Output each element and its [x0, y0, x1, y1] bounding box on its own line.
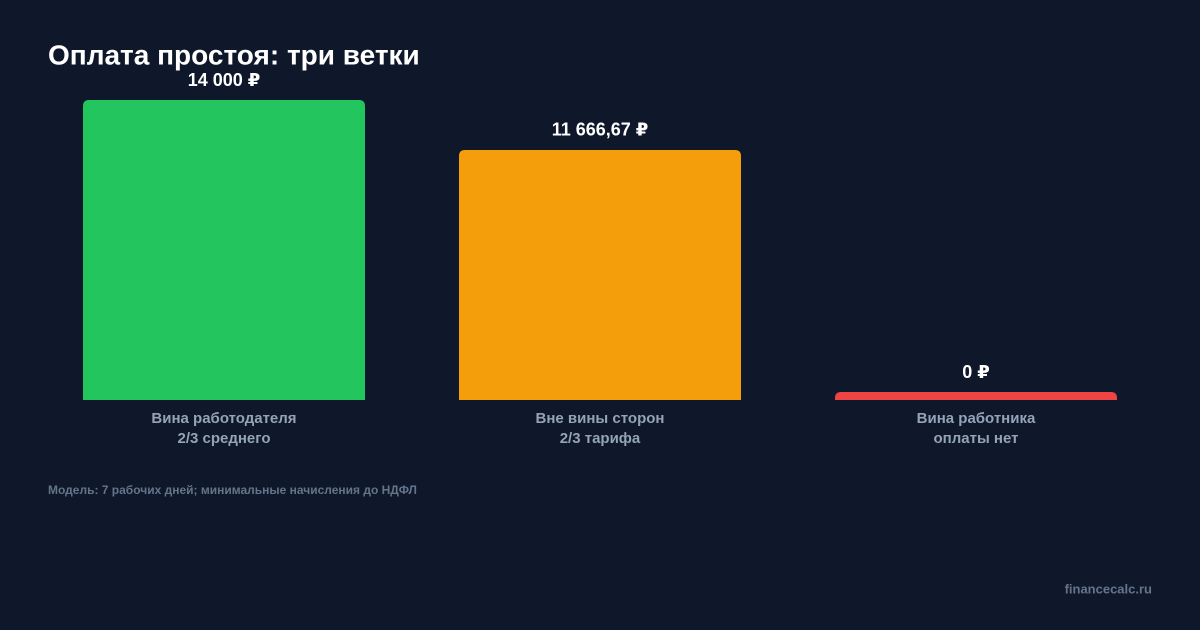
x-tick-label: Вина работника оплаты нет — [916, 410, 1036, 447]
x-tick-label: Вне вины сторон 2/3 тарифа — [535, 410, 665, 447]
bar — [459, 149, 741, 400]
chart-title: Оплата простоя: три ветки — [48, 39, 420, 70]
value-label: 14 000 ₽ — [188, 70, 261, 90]
value-label: 11 666,67 ₽ — [552, 120, 649, 140]
x-tick-label: Вина работодателя 2/3 среднего — [151, 410, 297, 447]
bar — [835, 392, 1117, 400]
annotation: Модель: 7 рабочих дней; минимальные начи… — [48, 483, 417, 497]
source: financecalc.ru — [1065, 581, 1152, 596]
bar — [83, 100, 365, 400]
value-label: 0 ₽ — [962, 362, 990, 382]
